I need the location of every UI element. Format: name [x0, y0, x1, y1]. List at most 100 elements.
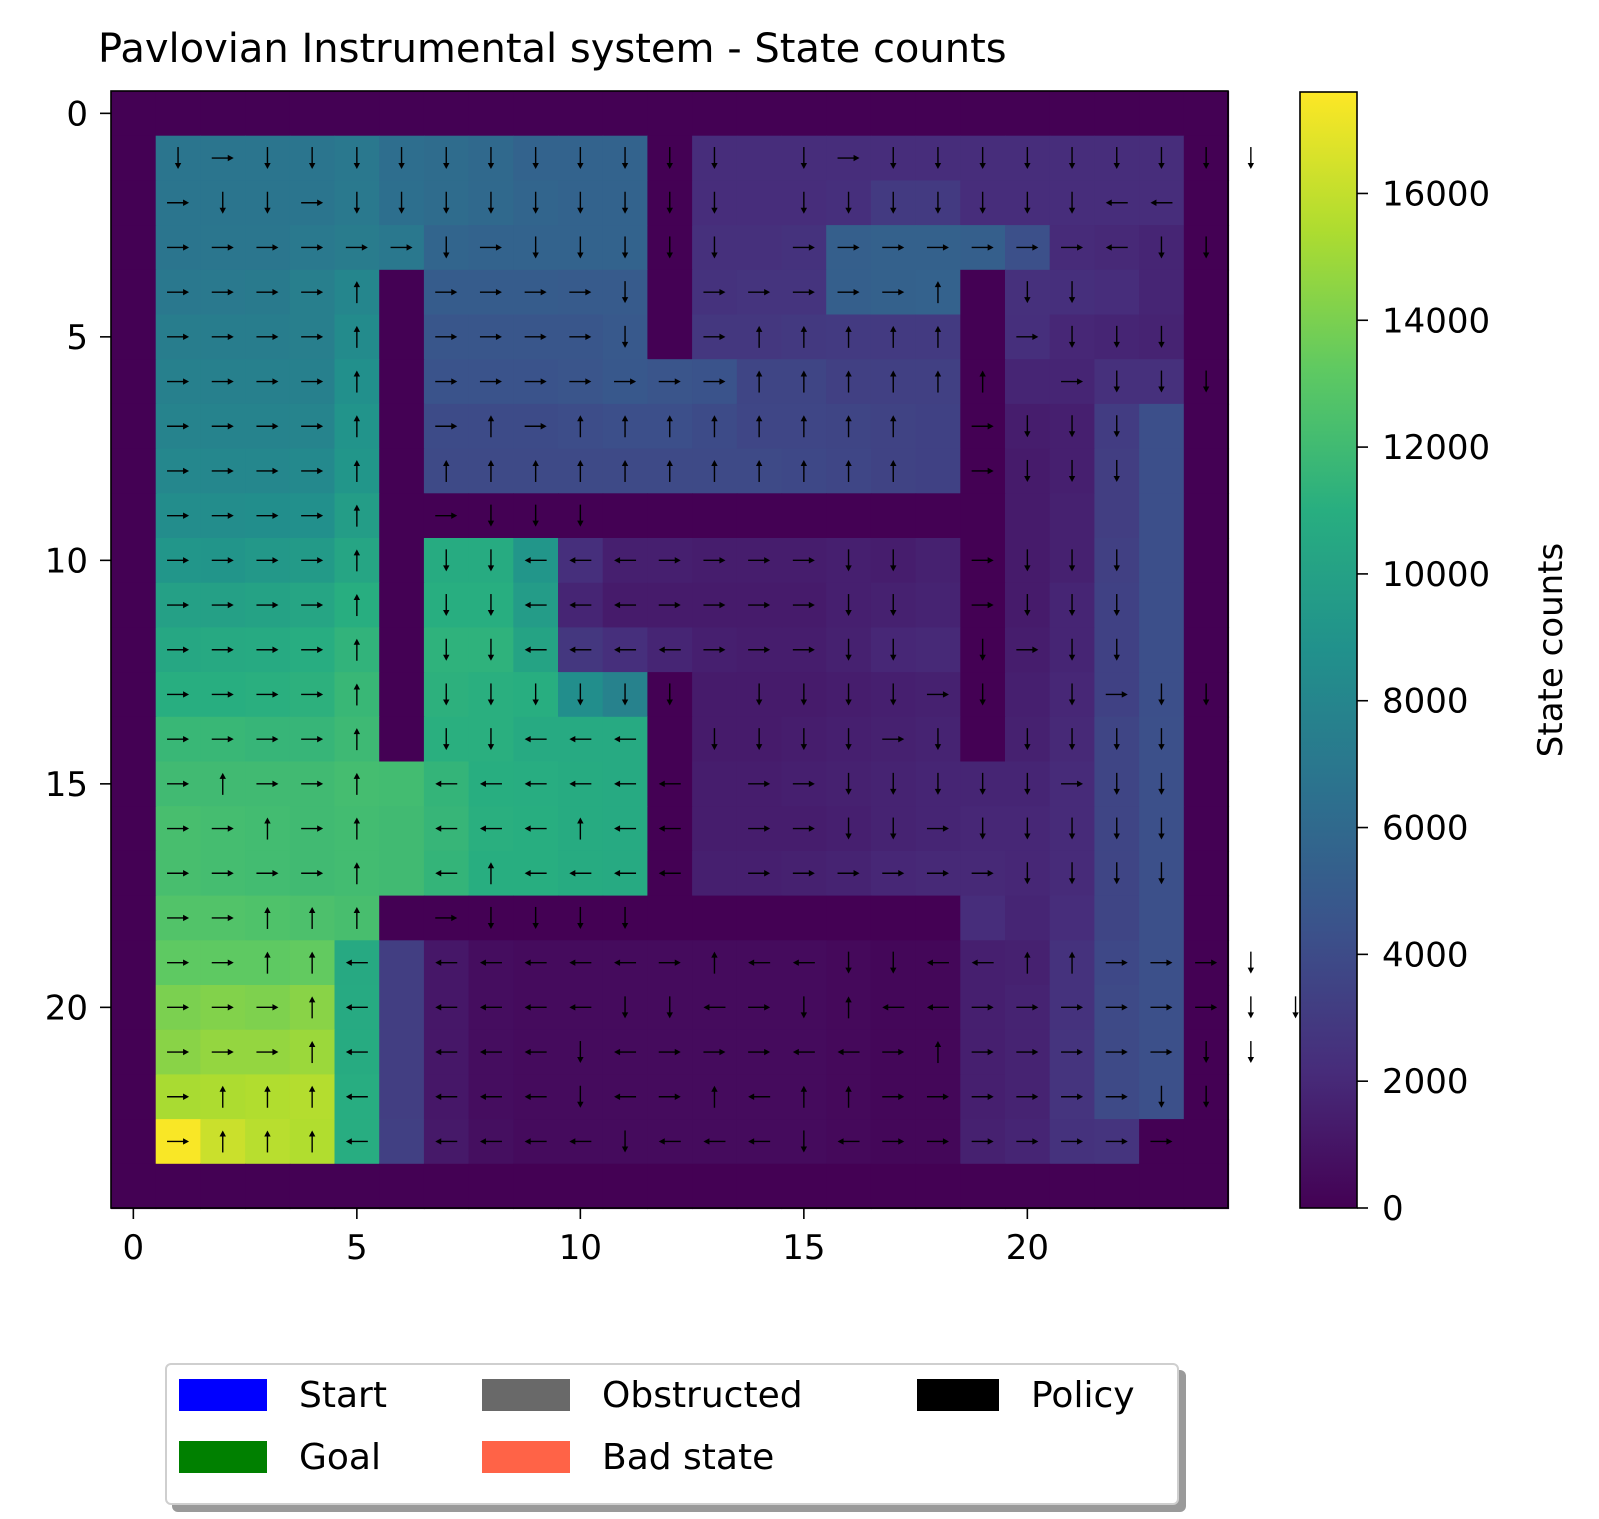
policy-arrow	[1113, 862, 1120, 885]
y-tick-label: 15	[45, 765, 88, 805]
policy-arrow	[711, 415, 718, 438]
policy-arrow	[211, 423, 234, 430]
policy-arrow	[845, 191, 852, 214]
policy-arrow	[1202, 370, 1210, 393]
heatmap-cell	[1183, 448, 1230, 494]
policy-arrow	[800, 996, 808, 1019]
policy-arrow	[577, 817, 584, 840]
heatmap-cell	[334, 1163, 380, 1210]
policy-arrow	[800, 728, 808, 751]
policy-arrow	[301, 467, 324, 475]
policy-arrow	[1158, 683, 1165, 706]
policy-arrow	[1113, 415, 1120, 438]
heatmap-cell	[692, 895, 738, 941]
policy-arrow	[1068, 817, 1076, 840]
policy-arrow	[569, 288, 592, 296]
heatmap-cell	[379, 806, 425, 852]
policy-arrow	[532, 236, 539, 259]
policy-arrow	[614, 1048, 637, 1056]
policy-arrow	[971, 1138, 994, 1145]
policy-arrow	[524, 333, 547, 341]
policy-arrow	[1068, 728, 1076, 751]
policy-arrow	[569, 601, 592, 609]
policy-arrow	[308, 1085, 316, 1108]
policy-arrow	[443, 728, 450, 751]
policy-arrow	[167, 646, 190, 653]
heatmap-cell	[1005, 493, 1051, 539]
policy-arrow	[256, 512, 279, 519]
policy-arrow	[934, 772, 942, 795]
heatmap-cell	[915, 91, 961, 137]
heatmap-cell	[1183, 91, 1230, 137]
heatmap-cell	[379, 314, 425, 360]
heatmap-cell	[1183, 582, 1230, 628]
policy-arrow	[890, 594, 897, 617]
policy-arrow	[443, 459, 450, 482]
heatmap-cell	[379, 359, 425, 405]
policy-arrow	[703, 1048, 726, 1056]
policy-arrow	[1068, 594, 1076, 617]
policy-arrow	[882, 1004, 905, 1011]
policy-arrow	[398, 147, 405, 170]
heatmap-cell	[1139, 269, 1185, 316]
policy-arrow	[890, 683, 897, 706]
policy-arrow	[256, 780, 279, 788]
heatmap-cell	[558, 1163, 604, 1210]
policy-arrow	[748, 1093, 771, 1100]
policy-arrow	[479, 1048, 502, 1056]
policy-arrow	[800, 415, 808, 438]
policy-arrow	[435, 1138, 458, 1145]
heatmap-cell	[379, 627, 425, 673]
colorbar-label: State counts	[1531, 543, 1571, 757]
policy-arrow	[1113, 817, 1120, 840]
legend-item-obstructed: Obstructed	[482, 1375, 803, 1416]
legend-item-start: Start	[179, 1375, 387, 1416]
policy-arrow	[264, 906, 271, 929]
policy-arrow	[211, 914, 234, 922]
colorbar	[1299, 91, 1358, 1209]
heatmap-cell	[1183, 850, 1230, 897]
legend-swatch-obstructed	[482, 1379, 570, 1411]
policy-arrow	[353, 504, 361, 527]
policy-arrow	[301, 199, 324, 206]
policy-arrow	[301, 423, 324, 430]
policy-arrow	[837, 244, 860, 251]
policy-arrow	[1202, 683, 1210, 706]
policy-arrow	[167, 199, 190, 206]
policy-arrow	[890, 147, 897, 170]
policy-arrow	[211, 333, 234, 341]
policy-arrow	[971, 467, 994, 475]
policy-arrow	[1202, 1085, 1210, 1108]
policy-arrow	[934, 191, 942, 214]
policy-arrow	[264, 1130, 271, 1153]
policy-arrow	[256, 467, 279, 475]
heatmap-cell	[111, 538, 157, 584]
policy-arrow	[1024, 191, 1031, 214]
heatmap-cell	[379, 403, 425, 450]
policy-arrow	[792, 646, 815, 653]
policy-arrow	[532, 906, 539, 929]
policy-arrow	[792, 244, 815, 251]
heatmap-cell	[1094, 1163, 1140, 1210]
heatmap-cell	[379, 761, 425, 807]
policy-arrow	[926, 825, 949, 832]
policy-arrow	[487, 147, 495, 170]
policy-arrow	[435, 780, 458, 788]
policy-arrow	[301, 646, 324, 653]
policy-arrow	[1016, 1093, 1039, 1100]
policy-arrow	[845, 638, 852, 661]
policy-arrow	[479, 333, 502, 341]
policy-arrow	[167, 825, 190, 832]
policy-arrow	[621, 281, 629, 304]
policy-arrow	[524, 870, 547, 877]
heatmap-cell	[781, 91, 827, 137]
heatmap-cell	[1005, 895, 1051, 941]
policy-arrow	[755, 325, 763, 348]
x-tick-label: 0	[123, 1228, 145, 1268]
policy-arrow	[845, 1085, 852, 1108]
heatmap-cell	[558, 91, 604, 137]
heatmap-cell	[736, 225, 783, 271]
policy-arrow	[532, 683, 539, 706]
heatmap-cell	[111, 493, 157, 539]
policy-arrow	[614, 870, 637, 877]
